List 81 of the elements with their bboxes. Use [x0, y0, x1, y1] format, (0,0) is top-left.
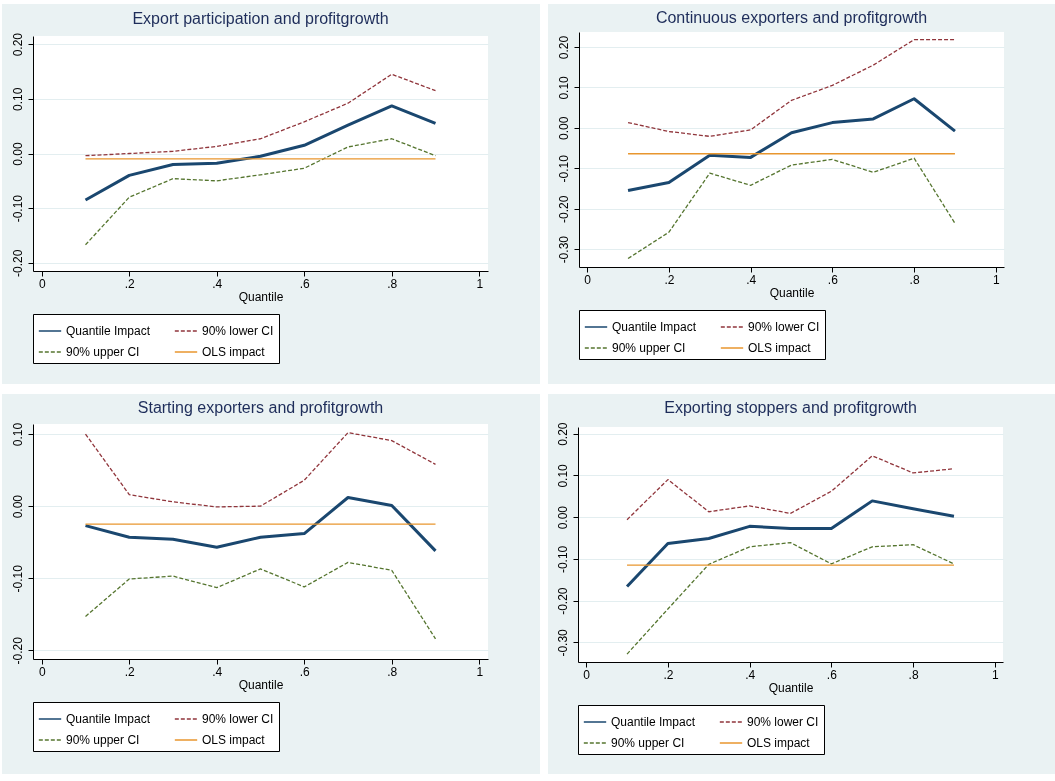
x-tick-label: .2	[124, 276, 136, 291]
y-tick-label: 0.00	[556, 116, 571, 141]
x-tick-label: 1	[476, 276, 484, 291]
y-tick-label: 0.00	[10, 494, 25, 519]
legend-label: 90% upper CI	[66, 345, 140, 359]
x-tick-label: .4	[212, 664, 223, 679]
line-series	[626, 97, 957, 193]
x-tick-label: .2	[124, 664, 136, 679]
legend-label: 90% upper CI	[611, 736, 685, 750]
legend-label: 90% upper CI	[66, 733, 140, 747]
y-tick-label: 0.10	[555, 463, 570, 488]
x-tick-label: 0	[583, 667, 591, 682]
x-tick-label: 0	[38, 276, 46, 291]
x-tick-label: .2	[663, 667, 674, 682]
y-tick-label: 0.20	[555, 422, 570, 446]
x-axis-title: Quantile	[238, 289, 284, 304]
y-tick-label: 0.20	[10, 32, 25, 57]
x-tick-label: .4	[212, 276, 223, 291]
line-series	[84, 496, 437, 553]
line-series	[84, 138, 437, 246]
y-tick-label: 0.10	[10, 422, 25, 447]
legend-label: Quantile Impact	[611, 715, 696, 729]
y-tick-label: -0.20	[555, 587, 570, 615]
x-tick-label: .4	[745, 667, 756, 682]
legend-label: 90% lower CI	[202, 324, 274, 338]
x-tick-label: .6	[299, 276, 311, 291]
y-tick-label: -0.10	[10, 564, 25, 593]
legend-label: OLS impact	[202, 733, 266, 747]
line-series	[84, 73, 437, 157]
legend-label: 90% lower CI	[748, 320, 820, 334]
line-series	[627, 157, 956, 260]
x-axis-title: Quantile	[238, 677, 284, 692]
legend-label: 90% upper CI	[612, 341, 686, 355]
chart-title: Exporting stoppers and profitgrowth	[664, 399, 917, 416]
y-tick-label: -0.20	[10, 249, 25, 277]
x-tick-label: .6	[827, 272, 839, 287]
line-series	[84, 432, 437, 508]
y-tick-label: -0.30	[555, 628, 570, 657]
x-tick-label: .6	[826, 667, 838, 682]
y-tick-label: 0.10	[10, 87, 25, 112]
legend-label: OLS impact	[747, 736, 811, 750]
legend-label: Quantile Impact	[66, 712, 151, 726]
x-tick-label: 1	[991, 667, 999, 682]
line-series	[627, 39, 956, 138]
y-tick-label: -0.10	[555, 545, 570, 574]
x-tick-label: .8	[909, 272, 920, 287]
y-tick-label: -0.10	[10, 194, 25, 223]
chart-title: Export participation and profitgrowth	[132, 9, 389, 27]
line-series	[626, 455, 955, 521]
x-tick-label: .8	[387, 664, 398, 679]
legend-label: Quantile Impact	[66, 324, 151, 338]
x-tick-label: 1	[476, 664, 484, 679]
y-tick-label: -0.20	[556, 195, 571, 223]
x-axis-title: Quantile	[769, 285, 815, 300]
x-tick-label: 0	[38, 664, 46, 679]
legend-label: 90% lower CI	[202, 712, 274, 726]
line-series	[625, 499, 956, 588]
legend-label: OLS impact	[202, 345, 266, 359]
y-tick-label: 0.20	[556, 35, 571, 60]
x-axis-title: Quantile	[768, 680, 814, 695]
x-tick-label: .2	[664, 272, 675, 287]
legend-label: 90% lower CI	[747, 715, 819, 729]
y-tick-label: -0.20	[10, 636, 25, 665]
y-tick-label: 0.00	[555, 505, 570, 530]
line-series	[626, 541, 955, 655]
y-tick-label: 0.00	[10, 142, 25, 166]
legend-label: OLS impact	[748, 341, 812, 355]
x-tick-label: .8	[908, 667, 919, 682]
legend-label: Quantile Impact	[612, 320, 697, 334]
line-series	[84, 104, 437, 202]
x-tick-label: .4	[746, 272, 757, 287]
chart-title: Starting exporters and profitgrowth	[137, 399, 384, 417]
x-tick-label: .6	[299, 664, 311, 679]
line-series	[84, 561, 437, 640]
chart-title: Continuous exporters and profitgrowth	[655, 9, 928, 26]
y-tick-label: -0.30	[556, 235, 571, 264]
x-tick-label: 1	[992, 272, 1000, 287]
x-tick-label: .8	[387, 276, 398, 291]
x-tick-label: 0	[584, 272, 592, 287]
y-tick-label: 0.10	[556, 75, 571, 100]
y-tick-label: -0.10	[556, 154, 571, 183]
